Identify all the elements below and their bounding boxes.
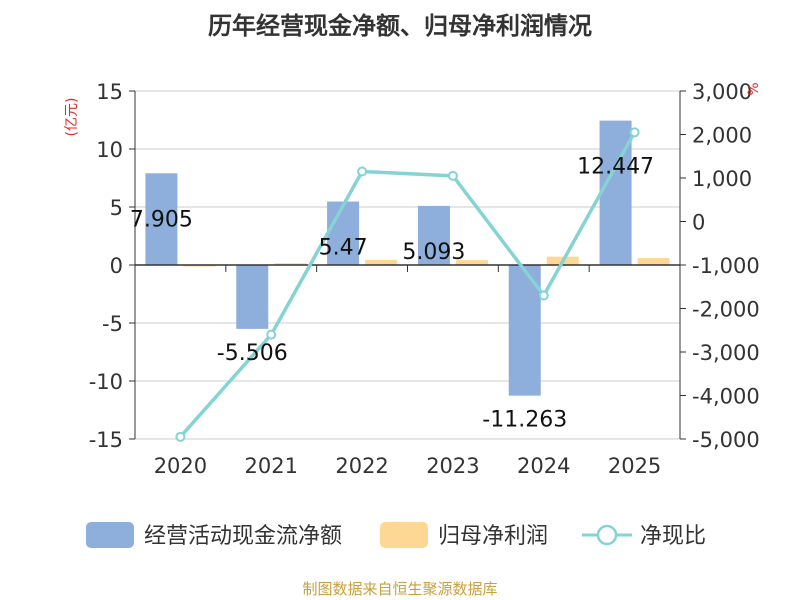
cash-flow-value-label: 5.47	[319, 236, 368, 261]
left-tick-label: -5	[102, 312, 123, 336]
cash-flow-value-label: 7.905	[130, 207, 193, 232]
legend-item: 净现比	[582, 524, 706, 549]
right-tick-label: -5,000	[692, 428, 760, 452]
right-tick-label: -3,000	[692, 341, 760, 365]
ratio-point	[629, 127, 640, 138]
cash-flow-bar	[327, 201, 360, 265]
right-tick-label: 0	[692, 211, 705, 235]
ratio-line	[179, 131, 637, 438]
legend-label: 经营活动现金流净额	[144, 524, 342, 549]
cash-flow-bar	[417, 205, 450, 265]
x-tick-label: 2022	[335, 454, 388, 478]
cash-flow-bar	[145, 173, 178, 265]
x-tick-label: 2024	[517, 454, 570, 478]
ratio-point	[538, 290, 549, 301]
x-tick-label: 2025	[608, 454, 661, 478]
legend-label: 归母净利润	[438, 524, 548, 549]
legend-item: 经营活动现金流净额	[86, 522, 342, 549]
ratio-point	[357, 166, 368, 177]
ratio-point	[175, 431, 186, 442]
net-profit-bar	[455, 260, 488, 265]
right-tick-label: 1,000	[692, 167, 752, 191]
x-tick-label: 2020	[154, 454, 207, 478]
net-profit-bar	[637, 258, 670, 265]
left-tick-label: 5	[110, 196, 123, 220]
left-axis-unit: (亿元)	[64, 98, 80, 137]
legend-swatch	[86, 522, 134, 548]
right-tick-label: -4,000	[692, 385, 760, 409]
left-tick-label: 10	[96, 138, 123, 162]
cash-flow-bar	[236, 265, 269, 329]
right-axis-unit: %	[746, 82, 762, 95]
source-note: 制图数据来自恒生聚源数据库	[302, 580, 497, 598]
net-profit-bar	[365, 259, 398, 265]
right-tick-label: -1,000	[692, 254, 760, 278]
cash-flow-value-label: 12.447	[577, 155, 654, 180]
right-tick-label: 2,000	[692, 124, 752, 148]
ratio-point	[266, 329, 277, 340]
x-tick-label: 2021	[245, 454, 298, 478]
left-tick-label: 0	[110, 254, 123, 278]
cash-flow-value-label: 5.093	[402, 240, 465, 265]
legend-label: 净现比	[640, 524, 706, 549]
right-tick-label: -2,000	[692, 298, 760, 322]
legend-swatch	[380, 522, 428, 548]
data-labels: 7.905 -5.506 5.47 5.093 -11.263 12.447	[130, 155, 654, 433]
cash-flow-bar	[599, 120, 632, 265]
net-profit-bar	[274, 263, 307, 265]
left-tick-label: -15	[89, 428, 123, 452]
right-tick-label: 3,000	[692, 80, 752, 104]
cash-flow-value-label: -11.263	[482, 408, 567, 433]
legend: 经营活动现金流净额 归母净利润 净现比	[86, 522, 706, 549]
legend-marker	[596, 524, 618, 546]
bar-series	[145, 120, 670, 396]
left-tick-label: 15	[96, 80, 123, 104]
left-tick-label: -10	[89, 370, 123, 394]
chart-title: 历年经营现金净额、归母净利润情况	[208, 12, 592, 40]
line-series	[175, 127, 640, 442]
ratio-point	[447, 170, 458, 181]
cash-flow-value-label: -5.506	[217, 341, 288, 366]
legend-item: 归母净利润	[380, 522, 548, 549]
axes: 15 10 5 0 -5 -10 -15 3,000 2,000 1,000 0 -1,000 -2,0…	[89, 80, 760, 478]
x-tick-label: 2023	[426, 454, 479, 478]
